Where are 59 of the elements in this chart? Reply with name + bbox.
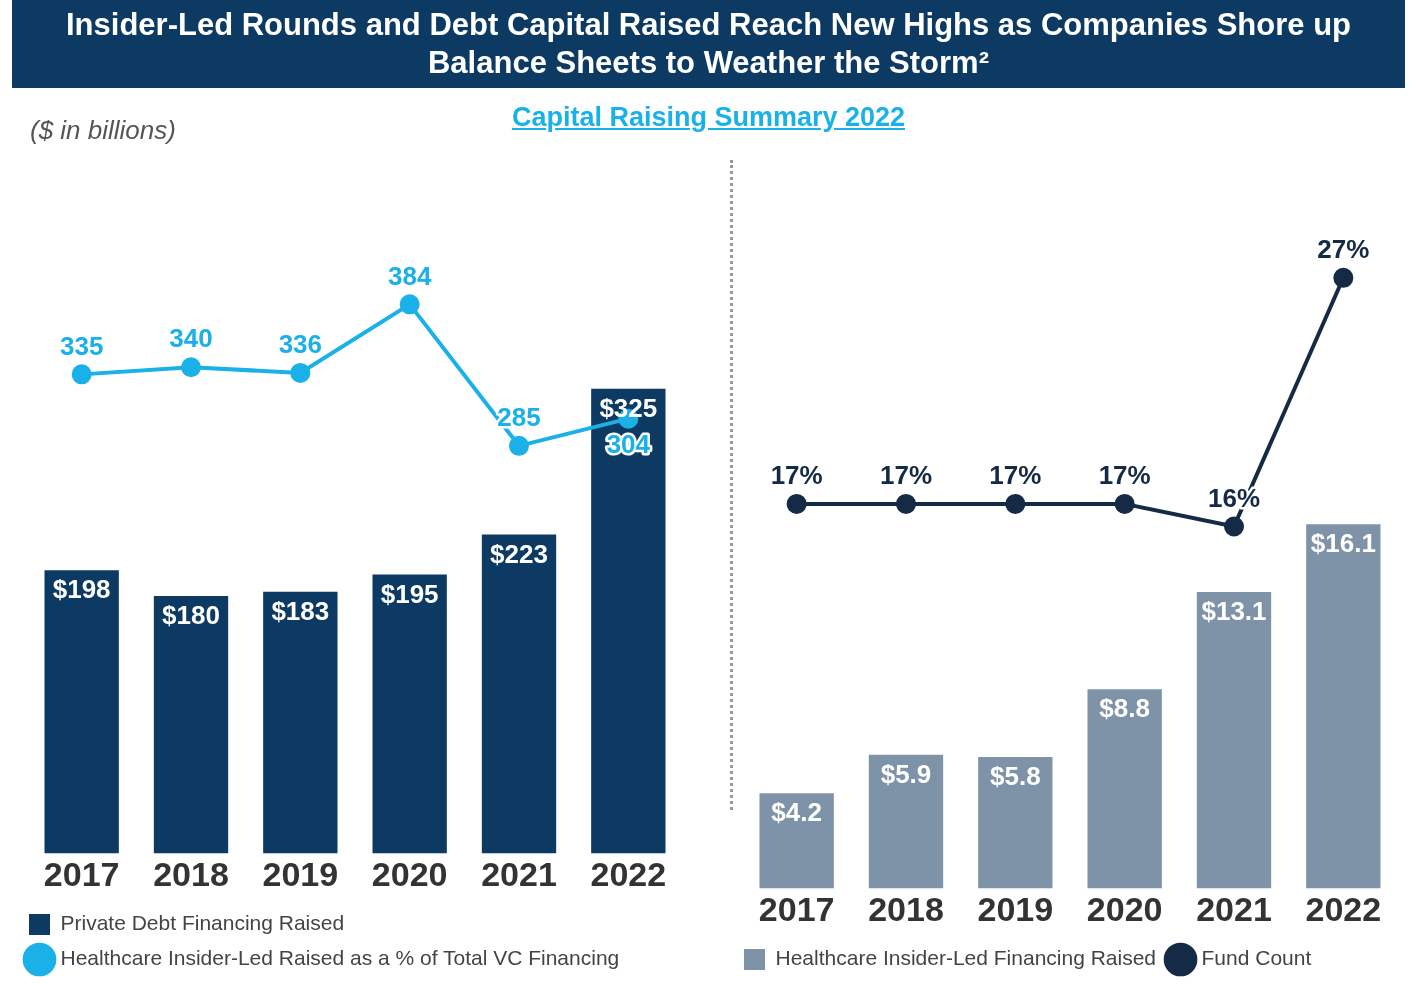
x-tick-label: 2021: [481, 854, 557, 893]
x-tick-label: 2017: [758, 889, 835, 928]
chart-subtitle: Capital Raising Summary 2022: [511, 102, 906, 132]
point: [509, 435, 529, 456]
chart-title: Insider-Led Rounds and Debt Capital Raised Reach New Highs as Companies Shore up Balance Sheets to Weather the Storm²: [12, 0, 1405, 88]
bar: [868, 754, 944, 889]
bar: [1306, 524, 1381, 889]
data-label: 27%: [1317, 233, 1370, 264]
x-tick-label: 2022: [590, 854, 667, 893]
data-label: $13.1: [1201, 596, 1267, 627]
data-label: $16.1: [1310, 528, 1376, 559]
bar: [591, 388, 666, 854]
x-tick-label: 2020: [371, 854, 448, 893]
x-tick-label: 2017: [43, 854, 120, 893]
bar: [372, 574, 447, 854]
data-label: 17%: [1098, 460, 1151, 491]
data-label: $8.8: [1099, 693, 1150, 724]
point: [71, 364, 92, 385]
bar: [263, 591, 338, 854]
x-tick-label: 2022: [1305, 889, 1382, 928]
bar: [759, 793, 834, 889]
data-label: 304: [606, 428, 651, 459]
legend-label: Fund Count: [1201, 946, 1312, 970]
bar: [153, 595, 229, 854]
data-label: $5.8: [990, 761, 1041, 792]
bar: [44, 570, 119, 854]
data-label: $195: [380, 578, 439, 609]
data-label: 384: [387, 260, 432, 291]
legend-label: Healthcare Insider-Led Raised as a % of Total VC Financing: [60, 946, 620, 970]
data-label: 336: [278, 329, 323, 360]
data-label: $5.9: [880, 758, 932, 789]
x-tick-label: 2019: [262, 854, 339, 893]
text: ($ in billions): [30, 115, 176, 146]
x-tick-label: 2018: [153, 854, 229, 893]
point: [181, 357, 201, 378]
data-label: $223: [490, 538, 548, 569]
data-label: 285: [497, 402, 541, 433]
data-label: 17%: [989, 460, 1042, 491]
x-tick-label: 2020: [1086, 889, 1163, 928]
bar: [978, 757, 1053, 889]
data-label: $4.2: [771, 797, 822, 828]
data-label: 17%: [879, 460, 933, 491]
point: [399, 294, 420, 315]
data-label: $325: [599, 392, 658, 423]
x-tick-label: 2019: [977, 889, 1054, 928]
data-label: 17%: [770, 460, 823, 491]
data-label: 340: [169, 323, 213, 354]
data-label: $198: [52, 574, 111, 605]
point: [290, 362, 311, 383]
x-tick-label: 2018: [868, 889, 944, 928]
bar: [1087, 689, 1162, 889]
bar: [481, 534, 557, 854]
legend-label: Healthcare Insider-Led Financing Raised: [775, 946, 1157, 970]
data-label: $180: [162, 600, 220, 631]
legend-label: Private Debt Financing Raised: [60, 911, 345, 935]
data-label: 335: [59, 330, 104, 361]
x-tick-label: 2021: [1196, 889, 1272, 928]
data-label: $183: [271, 595, 330, 626]
bar: [1196, 592, 1272, 889]
